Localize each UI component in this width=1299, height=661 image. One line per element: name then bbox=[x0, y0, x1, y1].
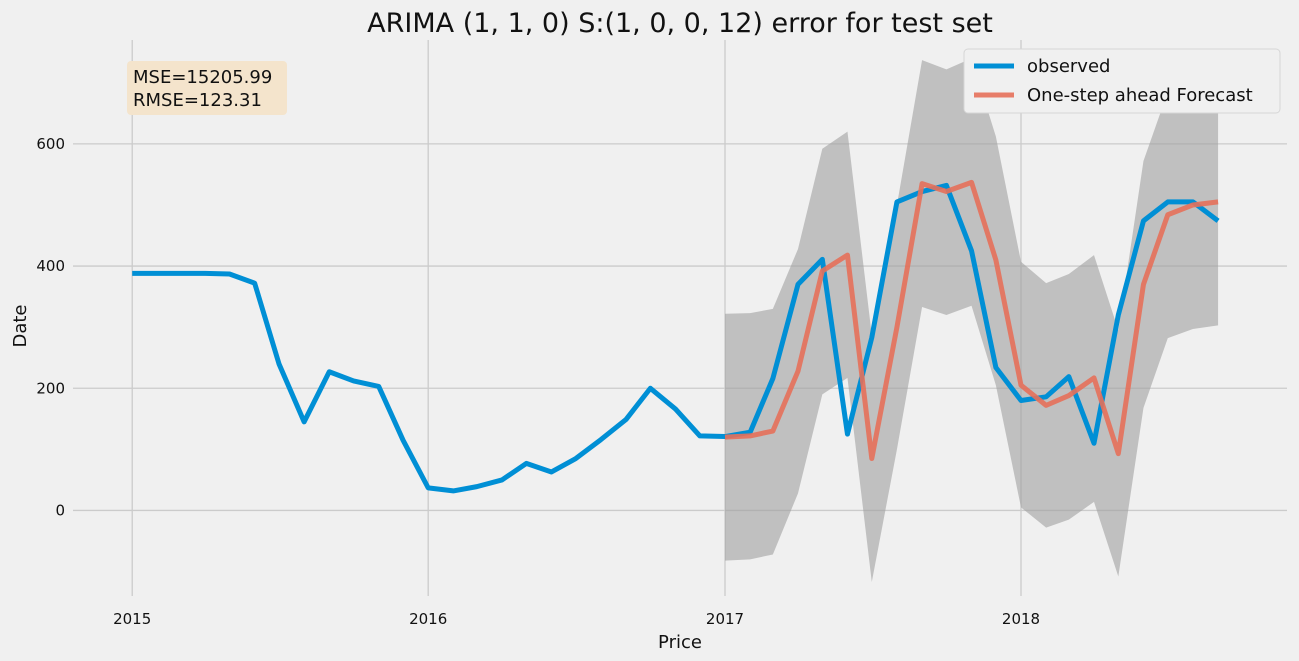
chart-title: ARIMA (1, 1, 0) S:(1, 0, 0, 12) error fo… bbox=[367, 8, 993, 39]
legend-label-forecast: One-step ahead Forecast bbox=[1027, 85, 1253, 106]
y-tick-label: 600 bbox=[36, 135, 65, 153]
metrics-annotation: MSE=15205.99 RMSE=123.31 bbox=[127, 61, 287, 115]
x-tick-label: 2015 bbox=[113, 610, 151, 628]
x-tick-label: 2018 bbox=[1002, 610, 1040, 628]
y-tick-label: 0 bbox=[55, 501, 65, 519]
x-tick-label: 2016 bbox=[409, 610, 447, 628]
mse-label: MSE=15205.99 bbox=[133, 67, 272, 88]
confidence-interval-layer bbox=[725, 58, 1219, 582]
series-layer bbox=[132, 179, 1220, 494]
tick-labels: 2015 2016 2017 2018 0 200 400 600 bbox=[36, 135, 1040, 628]
y-axis-label: Date bbox=[10, 304, 31, 347]
legend-label-observed: observed bbox=[1027, 56, 1110, 77]
metrics-box bbox=[127, 61, 287, 115]
legend: observed One-step ahead Forecast bbox=[963, 48, 1281, 114]
forecast-line bbox=[724, 179, 1219, 462]
x-tick-label: 2017 bbox=[706, 610, 744, 628]
y-tick-label: 200 bbox=[36, 379, 65, 397]
x-axis-label: Price bbox=[658, 632, 702, 653]
rmse-label: RMSE=123.31 bbox=[133, 90, 262, 111]
legend-box bbox=[963, 48, 1281, 114]
grid-layer bbox=[73, 40, 1287, 596]
y-tick-label: 400 bbox=[36, 257, 65, 275]
confidence-interval-band bbox=[725, 58, 1219, 582]
